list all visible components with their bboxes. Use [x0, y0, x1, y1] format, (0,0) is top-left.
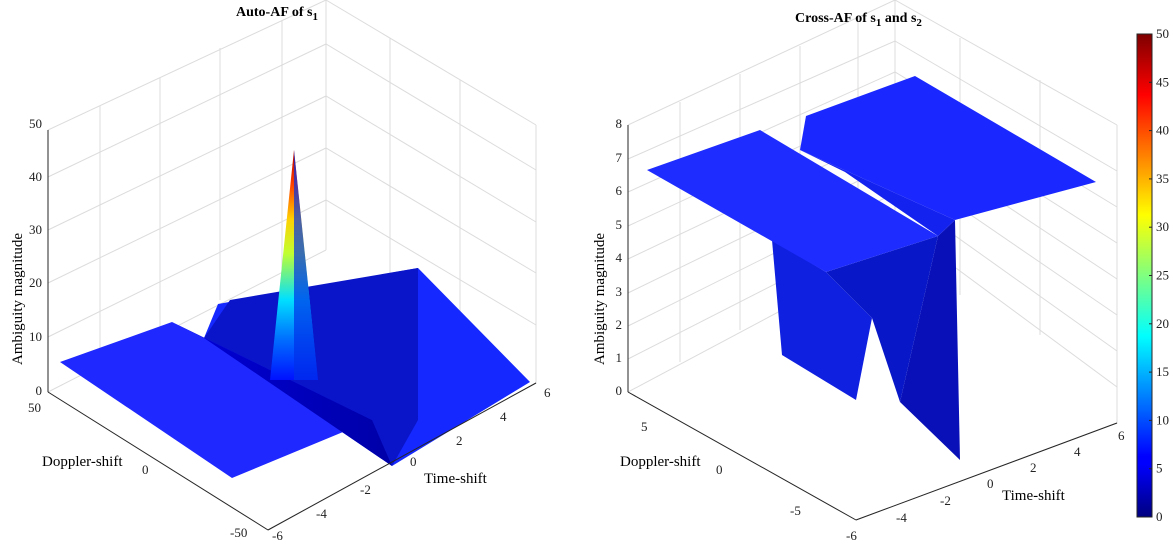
cross-af-z-tick: 0: [616, 383, 623, 398]
cross-af-z-tick: 8: [616, 116, 623, 131]
auto-af-y-tick: -50: [230, 525, 247, 540]
auto-af-zlabel: Ambiguity magnitude: [10, 233, 26, 365]
cross-af-title: Cross-AF of s1 and s2: [795, 11, 922, 29]
colorbar-tick-label: 30: [1156, 219, 1169, 234]
colorbar-ticks: 0 5 10 15 20 25 30 35 40 45 50: [1149, 26, 1169, 524]
cross-af-x-tick: 2: [1030, 460, 1037, 475]
colorbar-tick-label: 45: [1156, 74, 1169, 89]
cross-af-x-tick: 0: [987, 476, 994, 491]
auto-af-z-tick: 30: [29, 222, 42, 237]
cross-af-x-tick: -4: [896, 510, 907, 525]
colorbar-tick-label: 10: [1156, 412, 1169, 427]
auto-af-x-tick: -2: [360, 482, 371, 497]
cross-af-front-plateau: [647, 130, 938, 272]
auto-af-y-tick: 0: [142, 462, 149, 477]
colorbar-tick-label: 25: [1156, 268, 1169, 283]
auto-af-title: Auto-AF of s1: [236, 5, 318, 23]
colorbar-tick-label: 40: [1156, 123, 1169, 138]
cross-af-plot: 0 1 2 3 4 5 6 7 8 5 0 -5 -6 -4 -2 0 2 4 …: [592, 0, 1125, 543]
cross-af-z-tick: 1: [616, 350, 623, 365]
cross-af-x-tick: -6: [846, 528, 857, 543]
colorbar-tick-label: 5: [1156, 461, 1163, 476]
cross-af-y-tick: 5: [641, 419, 648, 434]
auto-af-z-tick: 0: [36, 383, 43, 398]
auto-af-surface: [60, 150, 530, 478]
auto-af-x-tick: -6: [272, 528, 283, 543]
colorbar-tick-label: 20: [1156, 316, 1169, 331]
cross-af-z-tick: 2: [616, 317, 623, 332]
cross-af-trough-center: [826, 236, 938, 402]
auto-af-z-tick: 50: [29, 116, 42, 131]
colorbar-tick-label: 15: [1156, 364, 1169, 379]
auto-af-z-tick: 20: [29, 275, 42, 290]
cross-af-surface: [647, 76, 1096, 460]
auto-af-x-tick: 0: [410, 454, 417, 469]
colorbar-tick-label: 35: [1156, 171, 1169, 186]
auto-af-x-tick: -4: [316, 506, 327, 521]
cross-af-trough-left-wall: [772, 240, 872, 400]
cross-af-x-tick: -2: [940, 493, 951, 508]
cross-af-z-tick: 3: [616, 284, 623, 299]
auto-af-x-tick: 6: [544, 385, 551, 400]
auto-af-x-tick: 2: [456, 433, 463, 448]
auto-af-grid: [47, 0, 537, 531]
colorbar: 0 5 10 15 20 25 30 35 40 45 50: [1136, 26, 1169, 524]
colorbar-tick-label: 50: [1156, 26, 1169, 41]
cross-af-z-tick: 4: [616, 250, 623, 265]
cross-af-z-tick: 6: [616, 183, 623, 198]
cross-af-mid-plateau: [800, 150, 955, 236]
cross-af-x-tick: 4: [1074, 444, 1081, 459]
cross-af-y-tick: 0: [716, 462, 723, 477]
auto-af-x-tick: 4: [500, 409, 507, 424]
cross-af-zlabel: Ambiguity magnitude: [592, 233, 608, 365]
cross-af-y-tick: -5: [790, 503, 801, 518]
cross-af-trough-right-wall: [900, 220, 960, 460]
auto-af-plot: 0 10 20 30 40 50 50 0 -50 -6 -4 -2 0 2 4…: [10, 0, 551, 543]
auto-af-y-tick: 50: [28, 400, 41, 415]
cross-af-x-tick: 6: [1118, 428, 1125, 443]
auto-af-ylabel: Doppler-shift: [42, 454, 123, 470]
cross-af-ylabel: Doppler-shift: [620, 454, 701, 470]
auto-af-z-tick: 10: [29, 329, 42, 344]
auto-af-z-tick: 40: [29, 169, 42, 184]
cross-af-z-tick: 7: [616, 150, 623, 165]
cross-af-back-plateau: [800, 76, 1096, 220]
auto-af-peak-shadow: [294, 150, 318, 380]
colorbar-tick-label: 0: [1156, 509, 1163, 524]
auto-af-xlabel: Time-shift: [424, 471, 488, 487]
cross-af-z-tick: 5: [616, 217, 623, 232]
cross-af-xlabel: Time-shift: [1002, 488, 1066, 504]
auto-af-front-plateau: [60, 322, 372, 478]
